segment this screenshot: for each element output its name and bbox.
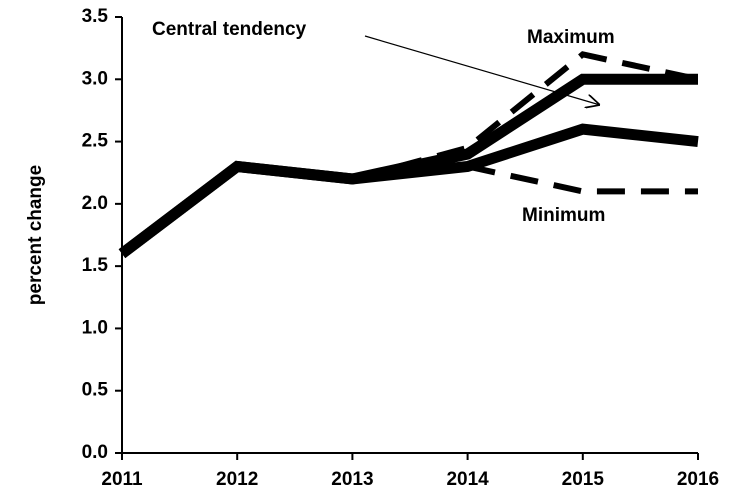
x-tick-label: 2015	[562, 469, 605, 490]
x-tick-label: 2014	[446, 469, 489, 490]
y-tick-label: 0.0	[82, 442, 108, 463]
y-tick-label: 1.5	[82, 255, 109, 276]
annotation: Maximum	[527, 27, 615, 48]
series-line	[351, 51, 699, 182]
y-tick-label: 3.5	[82, 6, 109, 27]
series-line	[118, 73, 698, 259]
annotation: Minimum	[522, 205, 605, 226]
y-tick-label: 3.0	[82, 68, 108, 89]
y-tick-label: 2.0	[82, 193, 108, 214]
y-tick-label: 0.5	[82, 380, 109, 401]
y-tick-label: 1.0	[82, 317, 108, 338]
x-tick-label: 2016	[677, 469, 719, 490]
annotation: Central tendency	[152, 19, 307, 40]
x-tick-label: 2013	[331, 469, 373, 490]
y-tick-label: 2.5	[82, 131, 109, 152]
series-line	[466, 163, 698, 195]
x-tick-label: 2012	[216, 469, 258, 490]
y-axis-label: percent change	[25, 165, 46, 305]
x-tick-label: 2011	[101, 469, 143, 490]
series-line	[118, 123, 699, 259]
